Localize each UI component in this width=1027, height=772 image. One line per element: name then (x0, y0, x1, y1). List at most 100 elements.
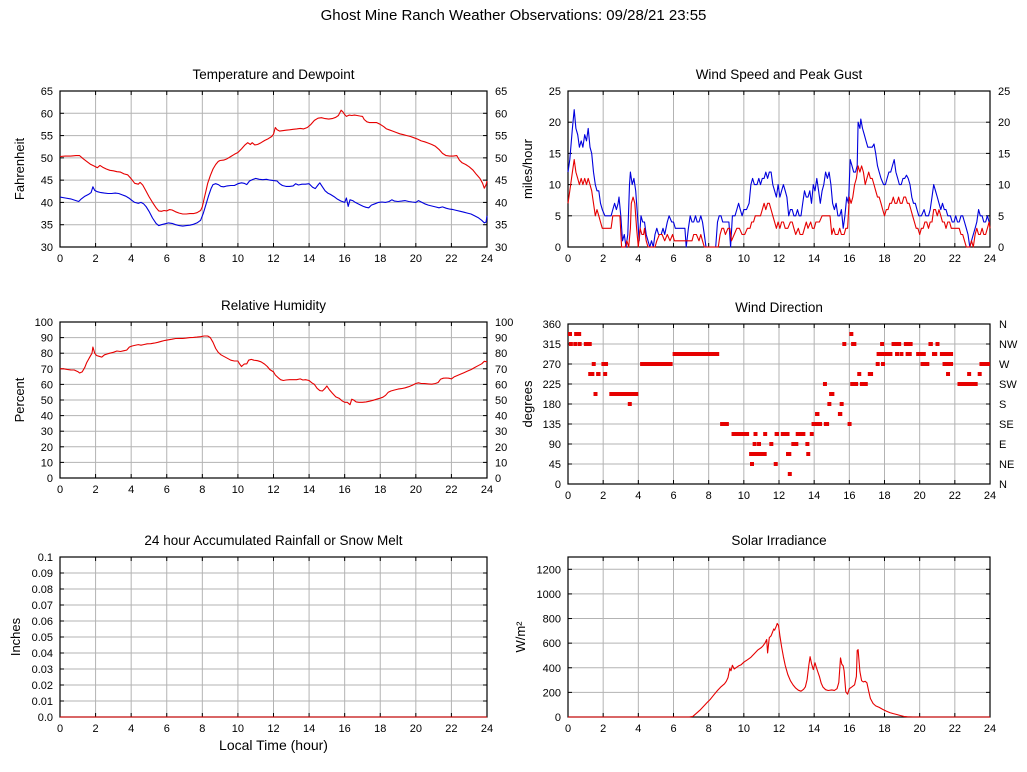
compass-label: SW (999, 379, 1017, 391)
y-tick-label-right: 55 (495, 131, 507, 143)
y-tick-label: 50 (41, 153, 53, 165)
x-tick-label: 0 (565, 723, 571, 735)
y-tick-label: 200 (543, 687, 561, 699)
x-tick-label: 8 (706, 253, 712, 265)
x-tick-label: 18 (878, 253, 890, 265)
x-tick-label: 18 (374, 723, 386, 735)
x-tick-label: 12 (267, 484, 279, 496)
x-tick-label: 22 (949, 253, 961, 265)
y-tick-label: 80 (41, 348, 53, 360)
y-axis-label: Inches (8, 617, 23, 656)
x-tick-label: 24 (984, 253, 996, 265)
chart-title: Relative Humidity (221, 298, 326, 313)
y-tick-label: 270 (543, 359, 561, 371)
x-tick-label: 4 (128, 253, 134, 265)
page-title: Ghost Mine Ranch Weather Observations: 0… (320, 7, 707, 24)
y-tick-label-right: 20 (495, 442, 507, 454)
y-tick-label: 55 (41, 131, 53, 143)
y-tick-label: 10 (549, 180, 561, 192)
y-tick-label: 30 (41, 242, 53, 254)
y-tick-label: 90 (549, 439, 561, 451)
y-tick-label-right: 10 (998, 180, 1010, 192)
x-tick-label: 4 (128, 484, 134, 496)
y-tick-label: 600 (543, 638, 561, 650)
x-tick-label: 10 (232, 484, 244, 496)
y-tick-label-right: 0 (998, 242, 1004, 254)
compass-label: SE (999, 419, 1014, 431)
y-axis-label: Fahrenheit (12, 138, 27, 201)
x-tick-label: 16 (339, 253, 351, 265)
x-tick-label: 18 (374, 484, 386, 496)
x-tick-label: 10 (738, 253, 750, 265)
y-tick-label: 135 (543, 419, 561, 431)
y-axis-label: W/m² (513, 621, 528, 653)
y-tick-label: 70 (41, 364, 53, 376)
y-axis-label: miles/hour (520, 138, 535, 199)
x-tick-label: 8 (199, 723, 205, 735)
y-tick-label: 0 (555, 479, 561, 491)
x-tick-label: 4 (128, 723, 134, 735)
y-tick-label: 0.01 (32, 696, 53, 708)
x-tick-label: 2 (93, 484, 99, 496)
x-tick-label: 12 (773, 723, 785, 735)
x-tick-label: 14 (303, 723, 315, 735)
y-tick-label: 20 (549, 117, 561, 129)
y-tick-label-right: 35 (495, 220, 507, 232)
x-tick-label: 14 (303, 484, 315, 496)
x-tick-label: 2 (93, 253, 99, 265)
x-tick-label: 0 (57, 723, 63, 735)
y-tick-label-right: 100 (495, 317, 513, 329)
x-tick-label: 14 (303, 253, 315, 265)
y-tick-label: 65 (41, 86, 53, 98)
y-tick-label: 0.1 (38, 552, 53, 564)
y-tick-label-right: 50 (495, 153, 507, 165)
compass-label: NW (999, 339, 1018, 351)
y-tick-label: 1000 (537, 589, 561, 601)
y-tick-label: 180 (543, 399, 561, 411)
y-tick-label-right: 60 (495, 108, 507, 120)
x-tick-label: 12 (773, 490, 785, 502)
y-tick-label: 35 (41, 220, 53, 232)
y-tick-label-right: 15 (998, 148, 1010, 160)
x-tick-label: 16 (843, 490, 855, 502)
x-tick-label: 14 (808, 490, 820, 502)
y-tick-label: 0.02 (32, 680, 53, 692)
y-tick-label: 10 (41, 457, 53, 469)
x-tick-label: 4 (635, 490, 641, 502)
y-tick-label: 20 (41, 442, 53, 454)
x-tick-label: 20 (410, 253, 422, 265)
y-tick-label: 45 (41, 175, 53, 187)
x-tick-label: 14 (808, 723, 820, 735)
x-tick-label: 20 (410, 723, 422, 735)
x-tick-label: 24 (481, 723, 493, 735)
compass-label: N (999, 319, 1007, 331)
y-tick-label: 0.03 (32, 664, 53, 676)
x-tick-label: 0 (57, 253, 63, 265)
x-tick-label: 16 (339, 723, 351, 735)
x-tick-label: 12 (267, 723, 279, 735)
x-axis-label: Local Time (hour) (219, 737, 328, 753)
x-tick-label: 24 (984, 490, 996, 502)
compass-label: E (999, 439, 1006, 451)
x-tick-label: 24 (481, 253, 493, 265)
x-tick-label: 20 (914, 253, 926, 265)
y-tick-label-right: 20 (998, 117, 1010, 129)
x-tick-label: 2 (93, 723, 99, 735)
x-tick-label: 2 (600, 723, 606, 735)
series-relative-humidity (60, 335, 488, 406)
y-tick-label: 30 (41, 426, 53, 438)
y-tick-label: 60 (41, 379, 53, 391)
x-tick-label: 10 (738, 490, 750, 502)
x-tick-label: 2 (600, 490, 606, 502)
y-tick-label-right: 70 (495, 364, 507, 376)
x-tick-label: 16 (339, 484, 351, 496)
x-tick-label: 10 (232, 253, 244, 265)
x-tick-label: 24 (984, 723, 996, 735)
y-axis-label: degrees (520, 380, 535, 427)
y-tick-label-right: 30 (495, 242, 507, 254)
